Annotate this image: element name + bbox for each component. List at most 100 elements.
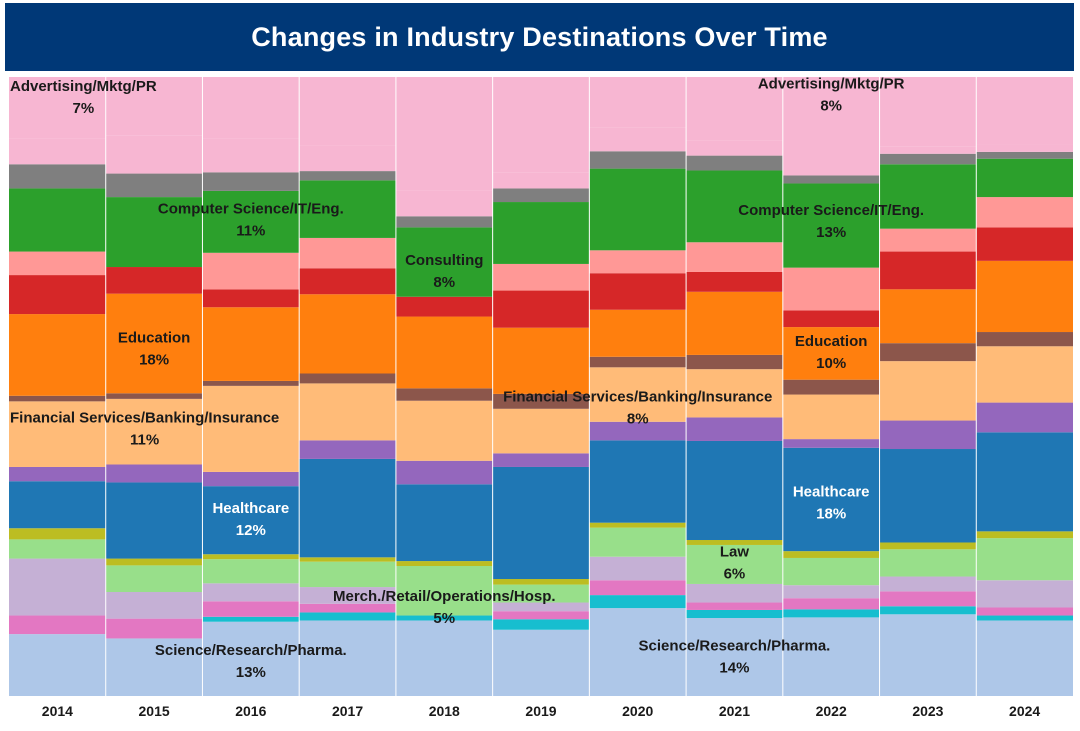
bar-segment [686,440,783,541]
x-tick-label: 2020 [622,703,653,719]
bar-segment [105,173,203,198]
bar-segment [202,471,300,487]
bar-segment [299,587,396,604]
annotation-label: Advertising/Mktg/PR [758,75,905,92]
bar-segment [299,268,396,295]
bar-segment [105,398,203,465]
annotation-value: 5% [433,610,455,627]
annotation-value: 6% [724,565,746,582]
annotation-label: Science/Research/Pharma. [155,642,347,659]
bar-segment [492,188,590,203]
bar-segment [879,146,977,154]
bar-segment [879,228,977,252]
bar-segment [589,250,687,274]
bar-segment [686,77,783,141]
annotation-label: Financial Services/Banking/Insurance [503,389,772,406]
annotation-label: Healthcare [793,483,870,500]
bar-segment [105,293,203,394]
bar-segment [976,607,1073,616]
annotation-label: Science/Research/Pharma. [639,638,831,655]
bar-segment [976,332,1073,347]
bar-segment [976,620,1073,696]
bar-segment [9,314,106,396]
bar-segment [395,460,493,485]
annotation-label: Education [795,333,868,350]
bar-segment [202,554,300,560]
bar-segment [492,393,590,409]
annotation-label: Financial Services/Banking/Insurance [10,410,279,427]
bar-segment [976,538,1073,581]
bar-segment [299,171,396,181]
bar-segment [879,606,977,615]
bar-segment [879,251,977,290]
bar-segment [686,291,783,355]
bar-segment [202,289,300,308]
bar-segment [395,296,493,317]
bar-segment [9,401,106,467]
bar-segment [105,135,203,174]
bar-segment [492,202,590,264]
x-tick-label: 2017 [332,703,363,719]
bar-segment [492,602,590,612]
bar-segment [782,439,880,448]
chart-title-bar: Changes in Industry Destinations Over Ti… [5,3,1074,71]
annotation-label: Consulting [405,252,483,269]
bar-segment [589,168,687,251]
bar-segment [9,188,106,252]
bar-segment [299,373,396,384]
bar-segment [492,77,590,173]
bar-segment [105,618,203,639]
bar-segment [782,551,880,558]
bar-segment [202,77,300,139]
bar-segment [202,583,300,602]
x-tick-label: 2023 [912,703,943,719]
bar-segment [976,260,1073,333]
bar-segment [879,289,977,344]
bar-segment [9,466,106,482]
bar-segment [782,617,880,696]
bar-segment [202,380,300,386]
bar-segment [686,583,783,603]
bar-segment [976,346,1073,403]
bar-segment [202,621,300,696]
bar-segment [589,556,687,581]
annotation-value: 10% [816,355,846,372]
bar-segment [782,77,880,142]
bar-segment [202,172,300,191]
x-tick-label: 2014 [42,703,73,719]
annotation-value: 8% [433,274,455,291]
bar-segment [9,615,106,635]
bar-segment [9,558,106,616]
bar-segment [299,77,396,146]
bar-segment [879,549,977,577]
bar-segment [492,290,590,328]
bar-segment [299,145,396,172]
bar-segment [395,561,493,567]
bar-segment [686,354,783,370]
annotation-value: 8% [627,411,649,428]
bar-segment [395,388,493,401]
bar-segment [299,180,396,238]
x-tick-label: 2022 [816,703,847,719]
bar-segment [589,367,687,422]
bar-segment [202,138,300,173]
annotation-value: 11% [130,432,159,449]
bar-segment [299,620,396,696]
bar-segment [202,601,300,617]
bar-segment [299,237,396,269]
annotation-label: Merch./Retail/Operations/Hosp. [333,588,556,605]
bar-segment [782,447,880,552]
bar-segment [589,522,687,528]
bar-segment [9,138,106,165]
bar-segment [9,539,106,559]
bar-segment [299,294,396,374]
bar-segment [686,242,783,272]
bar-segment [9,634,106,696]
bar-segment [299,612,396,621]
bar-segment [686,369,783,418]
bar-segment [9,77,106,139]
bar-segment [879,614,977,696]
bar-segment [9,275,106,315]
bar-segment [686,170,783,243]
